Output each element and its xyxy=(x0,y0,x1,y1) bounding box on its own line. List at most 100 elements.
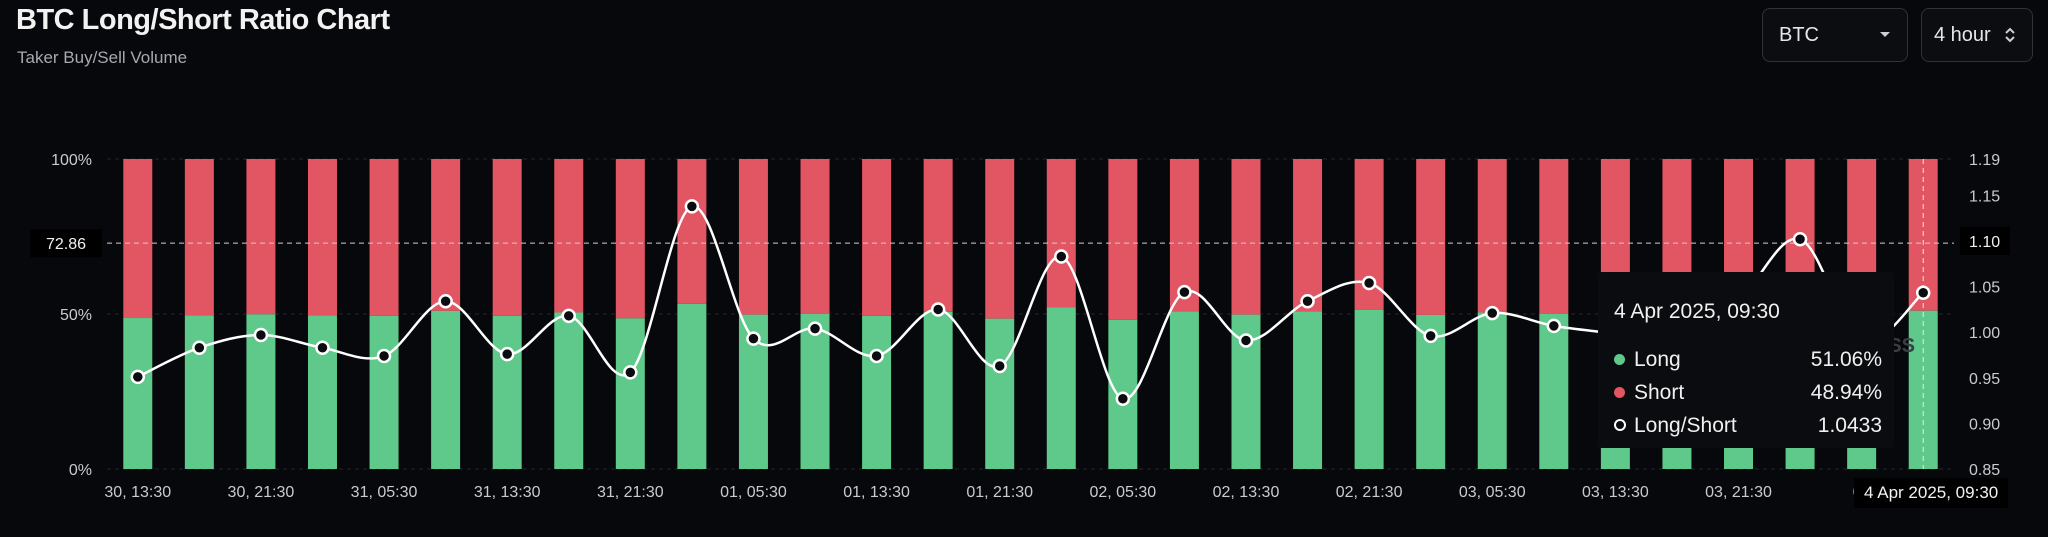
ratio-point xyxy=(1054,249,1069,264)
ratio-point xyxy=(1485,305,1500,321)
crosshair-right-label: 1.10 xyxy=(1969,234,2000,251)
x-tick-label: 03, 21:30 xyxy=(1705,484,1772,501)
short-bar xyxy=(738,159,768,315)
crosshair-date-label: 4 Apr 2025, 09:30 xyxy=(1854,478,2009,508)
y-right-tick-label: 0.90 xyxy=(1969,416,2000,433)
ratio-point xyxy=(1361,275,1377,291)
short-bar xyxy=(1231,159,1261,315)
short-bar xyxy=(184,159,214,316)
short-bar xyxy=(1416,159,1446,315)
x-tick-label: 03, 13:30 xyxy=(1582,484,1649,501)
ratio-point xyxy=(930,302,946,317)
crosshair-left-badge xyxy=(30,229,102,258)
interval-select[interactable]: 4 hour xyxy=(1921,8,2033,62)
short-bar xyxy=(615,159,645,319)
short-bar xyxy=(1477,159,1507,313)
tooltip: 4 Apr 2025, 09:30 Long 51.06% Short 48.9… xyxy=(1598,272,1894,448)
chevron-updown-icon xyxy=(1994,26,2026,44)
short-bar xyxy=(492,159,522,316)
short-bar xyxy=(985,159,1015,319)
y-left-tick-label: 100% xyxy=(51,152,92,169)
ratio-point xyxy=(1792,231,1808,247)
tooltip-short-value: 48.94% xyxy=(1810,381,1882,404)
long-bar xyxy=(1293,311,1323,469)
tooltip-date: 4 Apr 2025, 09:30 xyxy=(1614,300,1780,323)
x-tick-label: 02, 21:30 xyxy=(1336,484,1403,501)
x-tick-label: 01, 13:30 xyxy=(843,484,910,501)
long-bar xyxy=(862,315,892,469)
short-bar xyxy=(1293,159,1323,312)
short-bar xyxy=(1539,159,1569,314)
short-bar xyxy=(1108,159,1138,320)
long-bar xyxy=(1354,309,1384,469)
page-title: BTC Long/Short Ratio Chart xyxy=(16,4,390,36)
long-bar xyxy=(677,303,707,469)
x-tick-label: 31, 21:30 xyxy=(597,484,664,501)
short-bar xyxy=(800,159,830,314)
long-bar xyxy=(800,313,830,469)
short-bar xyxy=(431,159,461,311)
long-bar xyxy=(554,312,584,469)
ratio-point xyxy=(623,365,638,380)
long-bar xyxy=(492,315,522,469)
x-tick-label: 30, 13:30 xyxy=(104,484,171,501)
ratio-point xyxy=(1300,293,1315,309)
long-bar xyxy=(1539,313,1569,469)
tooltip-ratio-label: Long/Short xyxy=(1634,414,1737,437)
short-bar xyxy=(369,159,399,316)
tooltip-ratio-value: 1.0433 xyxy=(1817,414,1882,437)
ratio-point xyxy=(253,327,269,343)
interval-select-value: 4 hour xyxy=(1934,23,1991,46)
ratio-point xyxy=(1423,328,1438,344)
x-tick-label: 03, 05:30 xyxy=(1459,484,1526,501)
long-bar xyxy=(985,318,1015,469)
tooltip-row-ratio: Long/Short 1.0433 xyxy=(1614,412,1882,440)
ratio-point xyxy=(1915,285,1931,301)
page-subtitle: Taker Buy/Sell Volume xyxy=(17,48,188,67)
long-bar xyxy=(184,315,214,469)
long-bar xyxy=(431,310,461,469)
tooltip-short-label: Short xyxy=(1634,381,1685,404)
y-right-tick-label: 1.19 xyxy=(1969,152,2000,169)
long-dot-icon xyxy=(1614,354,1625,365)
short-bar xyxy=(862,159,892,316)
x-tick-label: 02, 05:30 xyxy=(1089,484,1156,501)
y-right-tick-label: 1.15 xyxy=(1969,188,2000,205)
ratio-dot-icon xyxy=(1614,419,1626,431)
ratio-point xyxy=(130,369,146,385)
long-bar xyxy=(1169,311,1199,469)
ratio-point xyxy=(746,331,761,346)
ratio-point xyxy=(561,308,576,324)
ratio-point xyxy=(869,348,884,364)
long-bar xyxy=(1046,307,1076,469)
y-right-tick-label: 1.00 xyxy=(1969,325,2000,342)
asset-select-value: BTC xyxy=(1779,23,1819,46)
short-bar xyxy=(923,159,953,312)
long-bar xyxy=(1477,312,1507,469)
x-tick-label: 02, 13:30 xyxy=(1213,484,1280,501)
short-dot-icon xyxy=(1614,387,1625,398)
tooltip-long-label: Long xyxy=(1634,348,1681,371)
short-bar xyxy=(1046,159,1076,308)
asset-select[interactable]: BTC xyxy=(1762,8,1908,62)
ratio-point xyxy=(1115,391,1131,407)
crosshair-left-label: 72.86 xyxy=(46,236,86,253)
ratio-point xyxy=(684,199,700,214)
y-left-tick-label: 0% xyxy=(69,462,92,479)
x-tick-label: 31, 05:30 xyxy=(351,484,418,501)
ratio-point xyxy=(992,358,1007,374)
ratio-point xyxy=(192,340,207,355)
y-right-tick-label: 0.85 xyxy=(1969,462,2000,479)
ratio-point xyxy=(807,321,823,336)
short-bar xyxy=(246,159,276,315)
ratio-point xyxy=(1238,333,1254,348)
short-bar xyxy=(123,159,153,319)
ratio-point xyxy=(376,348,392,364)
ratio-point xyxy=(1546,318,1562,334)
long-bar xyxy=(615,318,645,469)
short-bar xyxy=(307,159,337,316)
ratio-point xyxy=(438,293,453,309)
caret-down-icon xyxy=(1869,31,1901,39)
long-bar xyxy=(307,315,337,469)
